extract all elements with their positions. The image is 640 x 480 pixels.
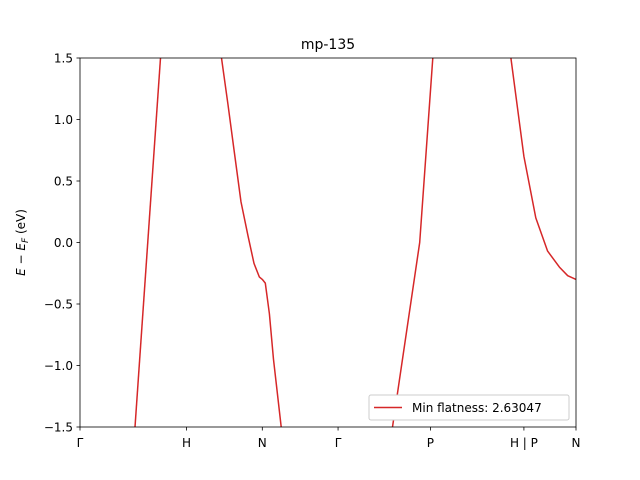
x-tick-label: P xyxy=(427,436,434,450)
series-layer xyxy=(134,58,576,427)
x-tick-label: Γ xyxy=(77,436,84,450)
y-tick-label: −0.5 xyxy=(44,298,73,312)
chart-title: mp-135 xyxy=(301,37,355,53)
y-tick-label: 1.5 xyxy=(54,52,73,66)
x-tick-label: N xyxy=(258,436,267,450)
band-line xyxy=(134,58,162,427)
y-tick-label: 0.0 xyxy=(54,236,73,250)
y-tick-label: 1.0 xyxy=(54,113,73,127)
x-tick-label: Γ xyxy=(335,436,342,450)
x-tick-label: N xyxy=(572,436,581,450)
y-tick-label: −1.0 xyxy=(44,359,73,373)
legend-box xyxy=(368,394,570,421)
x-tick-label: H xyxy=(182,436,191,450)
x-axis: Γ H N Γ P H | P N xyxy=(77,427,581,450)
y-axis-label: E − EF (eV) xyxy=(14,209,31,276)
y-tick-label: −1.5 xyxy=(44,421,73,435)
y-tick-label: 0.5 xyxy=(54,175,73,189)
legend-label: Min flatness: 2.63047 xyxy=(412,401,542,415)
band-line xyxy=(510,58,576,281)
band-line xyxy=(220,58,282,427)
y-axis: −1.5 −1.0 −0.5 0.0 0.5 1.0 1.5 xyxy=(44,52,80,435)
x-tick-label: H | P xyxy=(510,436,538,450)
legend: Min flatness: 2.63047 xyxy=(368,394,570,421)
band-line xyxy=(391,58,434,427)
